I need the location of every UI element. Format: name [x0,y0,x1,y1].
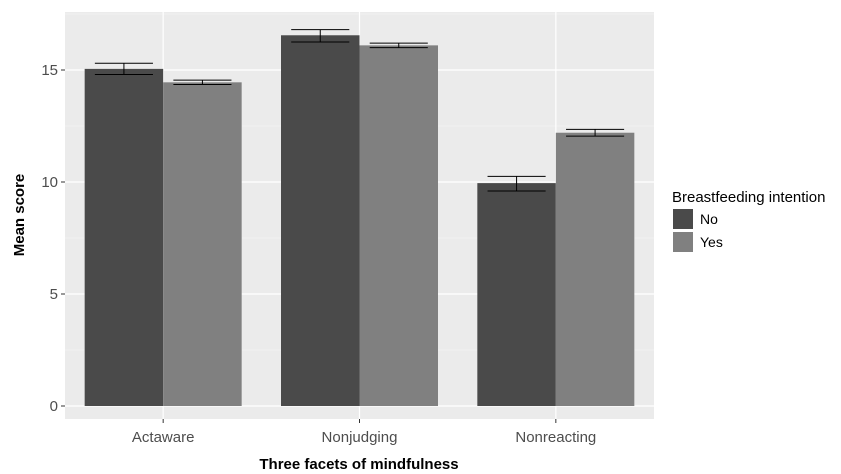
bar [281,35,360,406]
legend-title: Breastfeeding intention [672,189,825,206]
legend-swatch [673,209,693,229]
legend-label: No [700,211,718,227]
x-tick-label: Nonreacting [515,429,596,446]
legend: Breastfeeding intention No Yes [672,189,825,252]
bar [555,132,635,406]
y-axis-title: Mean score [11,174,28,257]
x-axis-ticks: Actaware Nonjudging Nonreacting [132,419,596,446]
legend-swatch [673,232,693,252]
bar [163,82,242,406]
bar [84,68,164,406]
bars [84,35,635,407]
y-tick-label: 15 [41,62,58,79]
x-axis-title: Three facets of mindfulness [259,456,458,473]
x-tick-label: Nonjudging [322,429,398,446]
y-tick-label: 10 [41,174,58,191]
y-tick-label: 0 [50,398,58,415]
y-tick-label: 5 [50,286,58,303]
bar [477,183,556,406]
y-axis-ticks: 0 5 10 15 [41,62,65,415]
x-tick-label: Actaware [132,429,195,446]
error-bars [94,29,625,192]
bar [359,45,438,407]
legend-label: Yes [700,234,723,250]
